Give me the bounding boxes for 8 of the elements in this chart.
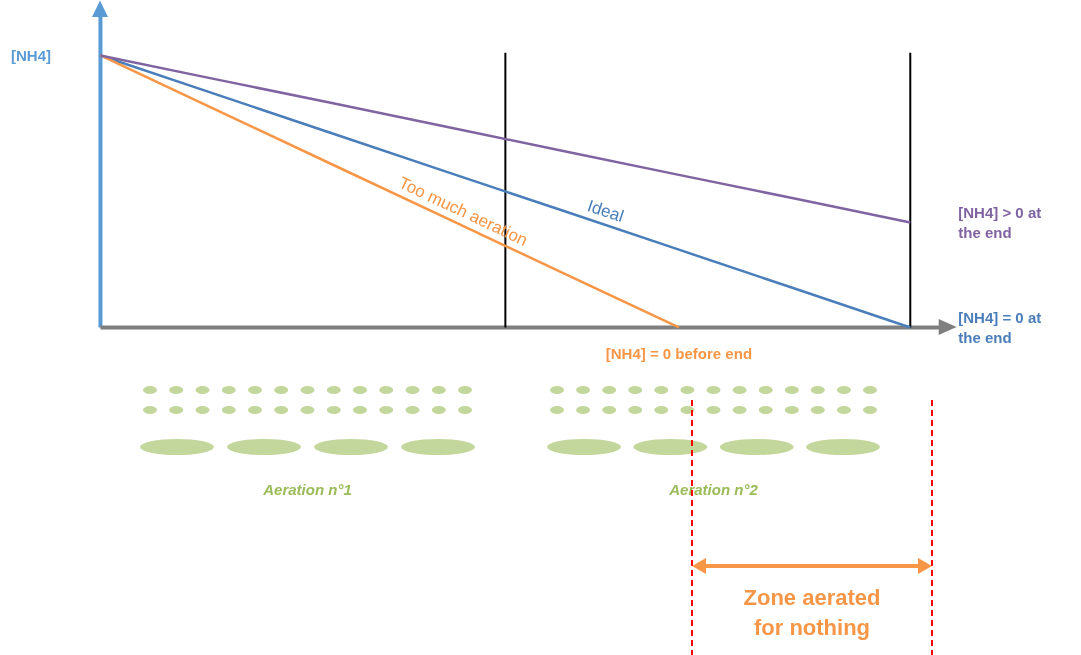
text: Zone aerated for nothing: [743, 585, 881, 640]
text: Aeration n°2: [668, 481, 759, 498]
text: Aeration n°1: [262, 481, 352, 498]
y-axis-title: [NH4]: [11, 46, 52, 64]
text: Ideal: [585, 196, 627, 226]
text: [NH4] = 0 before end: [605, 345, 753, 363]
text: [NH4] > 0 at the end: [958, 203, 1042, 242]
text: [NH4] = 0 at the end: [958, 308, 1042, 347]
